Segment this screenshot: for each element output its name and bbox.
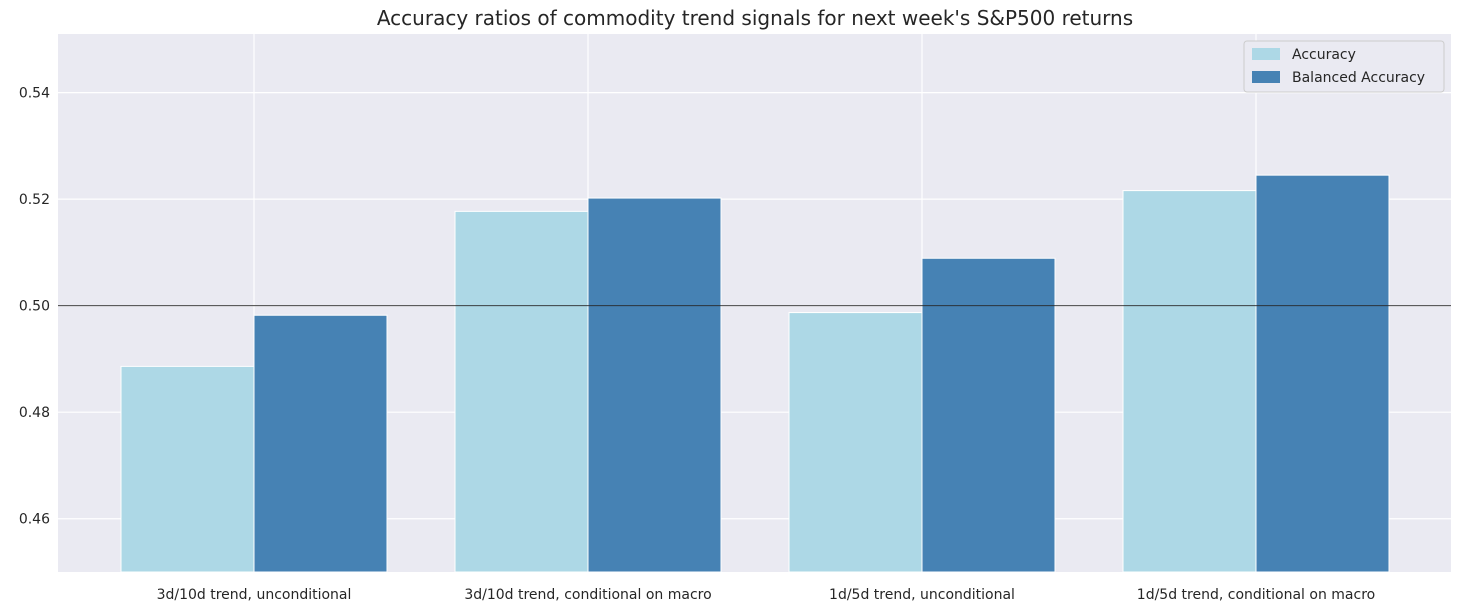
x-tick-label: 1d/5d trend, conditional on macro xyxy=(1137,587,1375,603)
legend-swatch-accuracy xyxy=(1252,48,1280,60)
chart-title: Accuracy ratios of commodity trend signa… xyxy=(377,6,1133,30)
y-tick-labels: 0.46 0.48 0.50 0.52 0.54 xyxy=(19,86,50,528)
y-tick-label: 0.54 xyxy=(19,86,50,102)
bar-balanced-accuracy xyxy=(921,257,1056,573)
y-tick-label: 0.50 xyxy=(19,299,50,315)
legend-label-accuracy: Accuracy xyxy=(1292,47,1356,63)
bar-balanced-accuracy xyxy=(253,314,388,573)
y-tick-label: 0.52 xyxy=(19,192,50,208)
bar-accuracy xyxy=(1122,190,1257,573)
y-tick-label: 0.48 xyxy=(19,405,50,421)
bar-accuracy xyxy=(454,210,589,573)
legend: Accuracy Balanced Accuracy xyxy=(1243,40,1445,93)
bar-accuracy xyxy=(120,365,255,573)
legend-box xyxy=(1243,40,1445,93)
x-tick-label: 3d/10d trend, unconditional xyxy=(157,587,352,603)
bar-accuracy xyxy=(788,312,923,573)
x-tick-label: 3d/10d trend, conditional on macro xyxy=(464,587,711,603)
legend-label-balanced-accuracy: Balanced Accuracy xyxy=(1292,70,1425,86)
legend-swatch-balanced-accuracy xyxy=(1252,71,1280,83)
bar-balanced-accuracy xyxy=(1255,174,1390,573)
x-tick-label: 1d/5d trend, unconditional xyxy=(829,587,1015,603)
bar-balanced-accuracy xyxy=(587,197,722,573)
x-tick-labels: 3d/10d trend, unconditional 3d/10d trend,… xyxy=(157,587,1376,603)
bars xyxy=(120,174,1390,573)
y-tick-label: 0.46 xyxy=(19,512,50,528)
